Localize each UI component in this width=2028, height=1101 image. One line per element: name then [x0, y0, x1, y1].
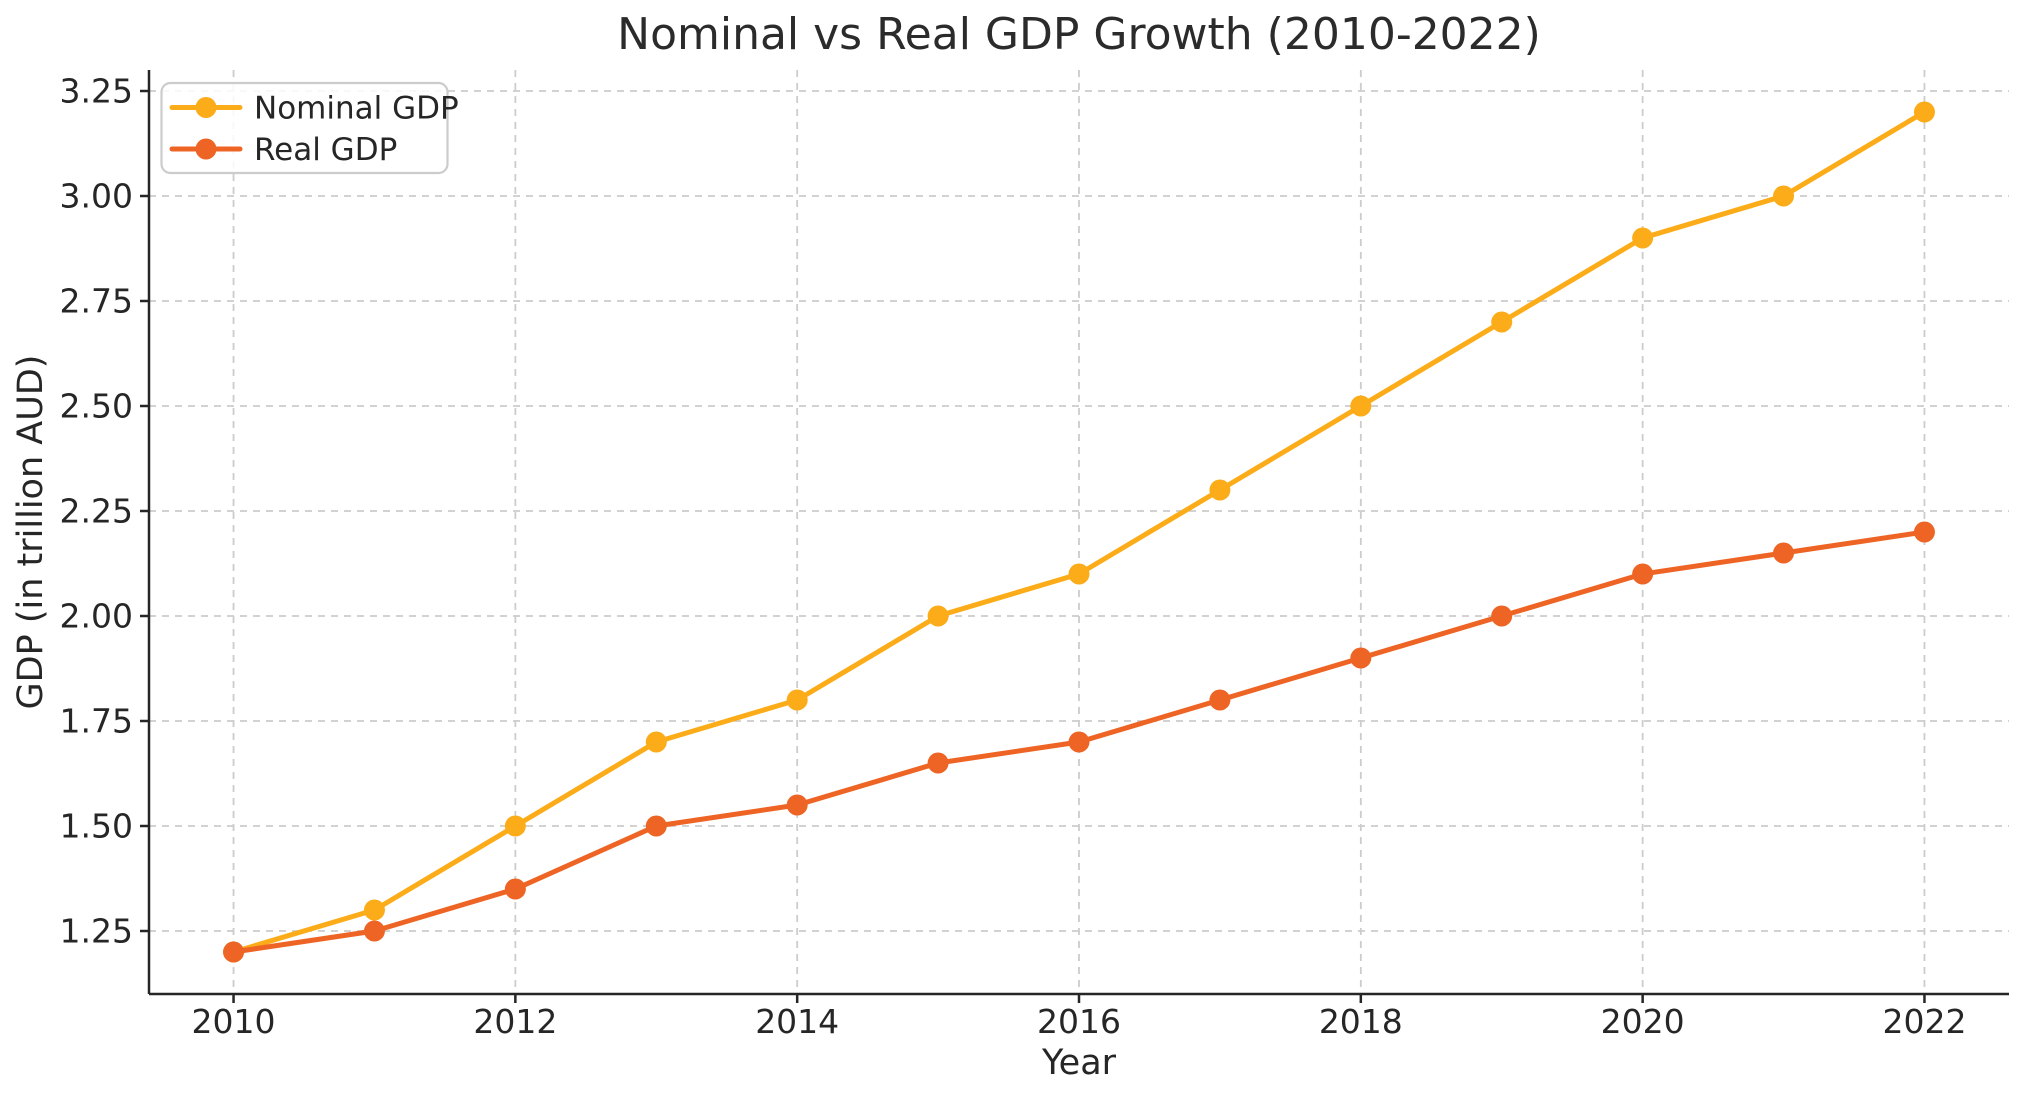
data-point-marker	[927, 605, 949, 627]
y-tick-label: 1.50	[60, 807, 133, 846]
data-point-marker	[1491, 311, 1513, 333]
legend-label: Nominal GDP	[254, 91, 459, 127]
y-tick-label: 2.75	[60, 282, 133, 321]
legend-label: Real GDP	[254, 132, 397, 168]
data-point-marker	[223, 941, 245, 963]
data-point-marker	[1632, 563, 1654, 585]
data-point-marker	[1350, 395, 1372, 417]
y-tick-label: 2.00	[60, 597, 133, 636]
data-point-marker	[1209, 479, 1231, 501]
data-point-marker	[1773, 542, 1795, 564]
y-tick-label: 3.25	[60, 72, 133, 111]
data-point-marker	[363, 920, 385, 942]
data-point-marker	[645, 815, 667, 837]
data-point-marker	[1350, 647, 1372, 669]
data-point-marker	[786, 794, 808, 816]
data-point-marker	[363, 899, 385, 921]
x-tick-label: 2022	[1882, 1002, 1966, 1041]
legend-sample-marker	[195, 138, 217, 160]
data-point-marker	[1632, 227, 1654, 249]
x-tick-label: 2010	[192, 1002, 276, 1041]
grid	[149, 70, 2009, 994]
y-tick-label: 2.50	[60, 387, 133, 426]
x-tick-label: 2012	[473, 1002, 557, 1041]
data-point-marker	[786, 689, 808, 711]
x-axis-label: Year	[1041, 1043, 1117, 1083]
data-point-marker	[927, 752, 949, 774]
data-point-marker	[1068, 731, 1090, 753]
x-tick-label: 2020	[1601, 1002, 1685, 1041]
legend: Nominal GDP Real GDP	[160, 81, 459, 175]
data-point-marker	[1913, 101, 1935, 123]
data-point-marker	[504, 878, 526, 900]
series-nominal-gdp	[223, 101, 1935, 963]
data-point-marker	[1913, 521, 1935, 543]
legend-sample-marker	[195, 97, 217, 118]
x-tick-label: 2014	[755, 1002, 839, 1041]
y-tick-label: 1.25	[60, 912, 133, 951]
data-point-marker	[504, 815, 526, 837]
y-tick-label: 3.00	[60, 177, 133, 216]
chart-title: Nominal vs Real GDP Growth (2010-2022)	[617, 9, 1541, 60]
axes	[140, 70, 2009, 1003]
x-tick-label: 2018	[1319, 1002, 1403, 1041]
x-tick-label: 2016	[1037, 1002, 1121, 1041]
y-tick-label: 1.75	[60, 702, 133, 741]
data-point-marker	[1773, 185, 1795, 207]
data-point-marker	[1068, 563, 1090, 585]
data-point-marker	[1491, 605, 1513, 627]
series-real-gdp	[223, 521, 1935, 963]
y-tick-label: 2.25	[60, 492, 133, 531]
data-point-marker	[645, 731, 667, 753]
data-point-marker	[1209, 689, 1231, 711]
